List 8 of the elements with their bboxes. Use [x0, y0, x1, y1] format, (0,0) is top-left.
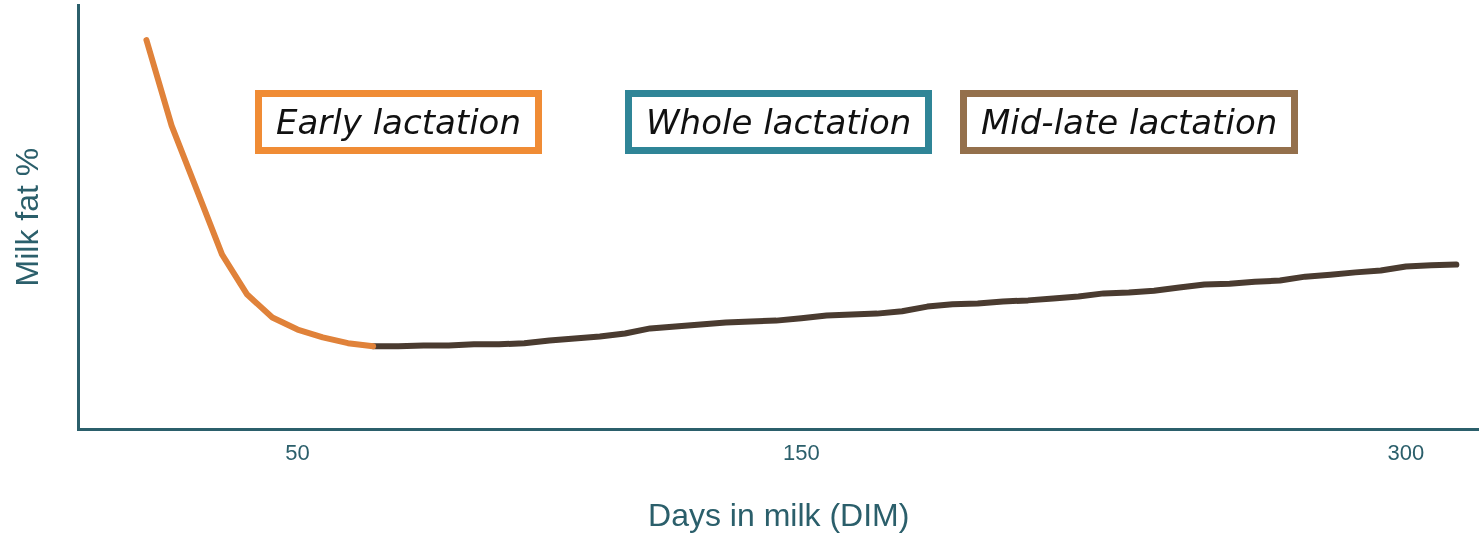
- x-axis-title: Days in milk (DIM): [648, 496, 910, 533]
- x-tick-label: 50: [285, 440, 310, 466]
- y-axis-title: Milk fat %: [9, 147, 46, 287]
- x-tick-label: 300: [1387, 440, 1425, 466]
- annotation: Early lactation: [255, 90, 542, 154]
- annotation: Mid-late lactation: [960, 90, 1299, 154]
- annotation: Whole lactation: [625, 90, 933, 154]
- x-tick-label: 150: [783, 440, 820, 466]
